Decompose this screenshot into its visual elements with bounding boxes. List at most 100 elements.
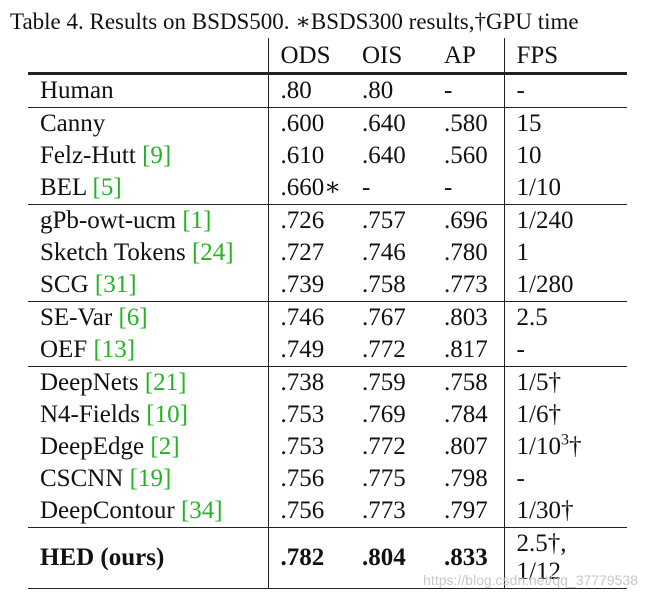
method-cell: SCG [31] (28, 269, 268, 302)
fps-exponent: 3 (560, 431, 569, 449)
ap-cell: .758 (432, 366, 504, 399)
fps-line-1: 2.5†, (516, 530, 567, 557)
fps-cell: - (503, 334, 627, 367)
method-name: Felz-Hutt (40, 142, 143, 169)
ap-cell: .580 (432, 107, 504, 140)
citation-link[interactable]: [13] (93, 336, 136, 363)
method-cell: BEL [5] (28, 172, 268, 205)
ods-cell: .746 (267, 301, 350, 334)
method-name: Sketch Tokens (40, 239, 192, 266)
header-fps: FPS (503, 38, 627, 75)
ois-cell: .640 (350, 107, 432, 140)
ois-cell: .769 (362, 401, 406, 428)
ois-cell: .772 (362, 433, 406, 460)
ap-cell: .833 (432, 527, 504, 589)
method-cell: N4-Fields [10] (28, 399, 268, 431)
fps-line-2: 1/12 (516, 558, 561, 585)
method-cell: SE-Var [6] (28, 301, 268, 334)
table-caption: Table 4. Results on BSDS500. ∗BSDS300 re… (10, 9, 579, 34)
table-row: OEF [13] .749 .772 .817 - (28, 334, 627, 367)
method-cell: gPb-owt-ucm [1] (28, 204, 268, 237)
ois-cell: - (362, 174, 371, 201)
method-name: OEF (40, 336, 94, 363)
citation-link[interactable]: [6] (118, 304, 148, 331)
method-name: N4-Fields (40, 401, 147, 428)
method-name: BEL (40, 174, 93, 201)
ois-cell: .775 (362, 465, 406, 492)
ois-cell: .767 (350, 301, 432, 334)
ap-cell: .696 (432, 204, 504, 237)
ods-cell: .726 (267, 204, 350, 237)
ods-cell: .782 (267, 527, 350, 589)
ods-cell: .749 (267, 334, 350, 367)
fps-cell: 1/30† (503, 495, 627, 528)
table-row: Human .80 .80 - - (28, 73, 627, 108)
fps-cell: - (503, 463, 627, 495)
citation-link[interactable]: [2] (150, 433, 180, 460)
table-row: DeepContour [34] .756 .773 .797 1/30† (28, 495, 627, 528)
citation-link[interactable]: [24] (191, 239, 234, 266)
fps-cell: 1/240 (503, 204, 627, 237)
table-row: gPb-owt-ucm [1] .726 .757 .696 1/240 (28, 204, 627, 237)
ois-cell: .640 (362, 142, 406, 169)
fps-cell: 1/5† (503, 366, 627, 399)
fps-cell: 1/103† (503, 431, 627, 463)
table-row: Canny .600 .640 .580 15 (28, 107, 627, 140)
header-ap: AP (432, 38, 504, 75)
citation-link[interactable]: [34] (180, 497, 223, 524)
method-cell: HED (ours) (28, 527, 268, 589)
ap-cell: .798 (444, 465, 488, 492)
table-row: SCG [31] .739 .758 .773 1/280 (28, 269, 627, 302)
method-cell: Sketch Tokens [24] (28, 237, 268, 269)
method-name: Human (40, 77, 114, 104)
method-name: DeepEdge (40, 433, 151, 460)
ods-cell: .756 (267, 495, 350, 528)
ois-cell: .758 (362, 271, 406, 298)
ap-cell: .803 (432, 301, 504, 334)
fps-cell: 1/280 (503, 269, 627, 302)
fps-cell: 10 (503, 140, 627, 172)
ods-cell: .739 (267, 269, 350, 302)
citation-link[interactable]: [31] (94, 271, 137, 298)
citation-link[interactable]: [9] (142, 142, 172, 169)
fps-cell: 15 (503, 107, 627, 140)
citation-link[interactable]: [10] (146, 401, 188, 428)
ods-cell: .600 (267, 107, 350, 140)
fps-cell: - (503, 73, 627, 108)
citation-link[interactable]: [21] (144, 369, 187, 396)
method-cell: CSCNN [19] (28, 463, 268, 495)
fps-gpu-mark: † (568, 433, 582, 460)
ois-cell: .759 (350, 366, 432, 399)
method-name: Canny (40, 110, 106, 137)
ois-cell: .772 (362, 336, 406, 363)
ods-cell: .753 (267, 431, 350, 463)
method-cell: DeepNets [21] (28, 366, 268, 399)
citation-link[interactable]: [5] (92, 174, 122, 201)
ap-cell: .817 (444, 336, 488, 363)
fps-base: 1/10 (516, 433, 561, 460)
table-row: Sketch Tokens [24] .727 .746 .780 1 (28, 237, 627, 269)
method-name: DeepNets (40, 369, 145, 396)
method-cell: Human (28, 74, 268, 108)
citation-link[interactable]: [1] (182, 207, 212, 234)
ois-cell: .804 (350, 527, 432, 589)
ois-cell: .746 (362, 239, 406, 266)
fps-cell: 2.5†, 1/12 (503, 527, 627, 589)
method-cell: Felz-Hutt [9] (28, 140, 268, 172)
method-name: gPb-owt-ucm (40, 207, 183, 234)
citation-link[interactable]: [19] (129, 465, 172, 492)
table-row: N4-Fields [10] .753 .769 .784 1/6† (28, 399, 627, 431)
ap-cell: .560 (444, 142, 488, 169)
ap-cell: .780 (444, 239, 488, 266)
table-row: BEL [5] .660∗ - - 1/10 (28, 172, 627, 205)
header-row: ODS OIS AP FPS (28, 38, 627, 75)
method-cell: DeepContour [34] (28, 495, 268, 528)
fps-cell: 1/6† (503, 399, 627, 431)
method-name: SCG (40, 271, 95, 298)
ods-cell: .610 (267, 140, 350, 172)
ois-cell: .80 (362, 77, 394, 104)
header-ods: ODS (267, 38, 350, 75)
table-row: DeepEdge [2] .753 .772 .807 1/103† (28, 431, 627, 463)
method-name: SE-Var (40, 304, 119, 331)
fps-cell: 2.5 (503, 301, 627, 334)
